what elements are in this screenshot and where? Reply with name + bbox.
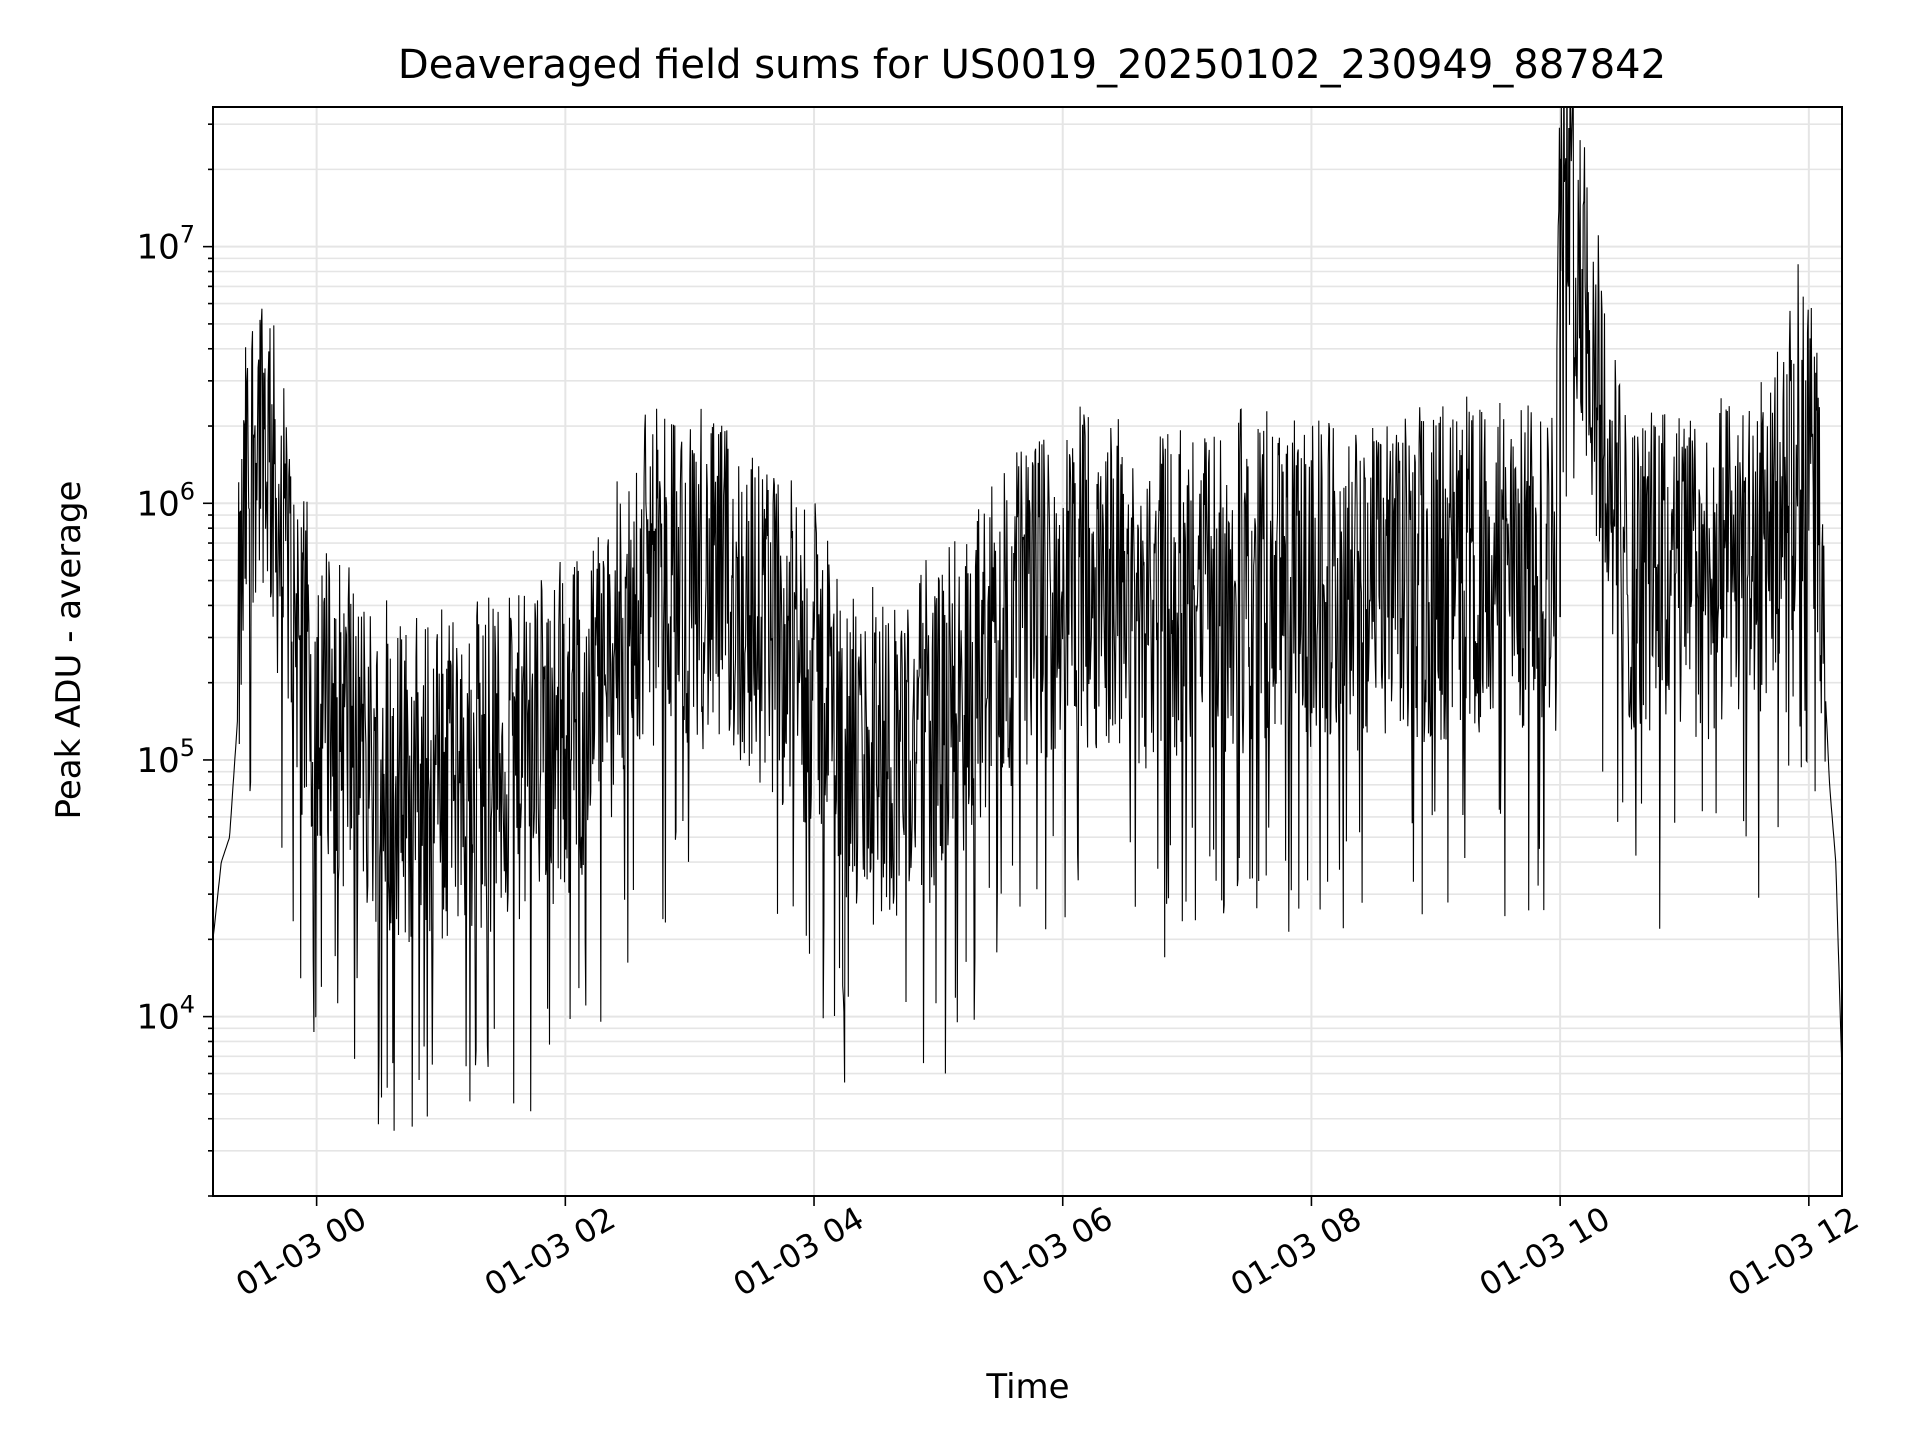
y-axis-label: Peak ADU - average — [49, 481, 89, 820]
chart-title: Deaveraged field sums for US0019_2025010… — [398, 42, 1666, 88]
x-tick-label: 01-03 08 — [1224, 1199, 1368, 1304]
y-tick-label: 106 — [136, 477, 195, 524]
y-tick-label-base: 10 — [136, 998, 179, 1038]
x-tick-label: 01-03 12 — [1722, 1199, 1866, 1304]
y-tick-label: 107 — [136, 221, 195, 268]
x-tick-label: 01-03 10 — [1473, 1199, 1617, 1304]
y-tick-label-exponent: 5 — [180, 734, 195, 762]
x-tick-label: 01-03 02 — [478, 1199, 622, 1304]
y-tick-label-exponent: 7 — [180, 221, 195, 249]
y-tick-label-base: 10 — [136, 484, 179, 524]
x-tick-label: 01-03 00 — [229, 1199, 373, 1304]
y-tick-label-exponent: 4 — [180, 991, 195, 1019]
series-line — [213, 107, 1842, 1131]
y-tick-label-exponent: 6 — [180, 477, 195, 505]
x-ticks: 01-03 00 01-03 02 01-03 04 01-03 06 01-03 08… — [229, 1196, 1865, 1304]
x-tick-label: 01-03 04 — [727, 1199, 871, 1304]
y-tick-label-base: 10 — [136, 741, 179, 781]
y-tick-label: 104 — [136, 991, 195, 1038]
y-tick-label: 105 — [136, 734, 195, 781]
series-layer — [213, 107, 1842, 1131]
y-tick-label-base: 10 — [136, 228, 179, 268]
x-tick-label: 01-03 06 — [975, 1199, 1119, 1304]
plot-frame — [212, 106, 1843, 1197]
x-axis-label: Time — [985, 1367, 1069, 1407]
